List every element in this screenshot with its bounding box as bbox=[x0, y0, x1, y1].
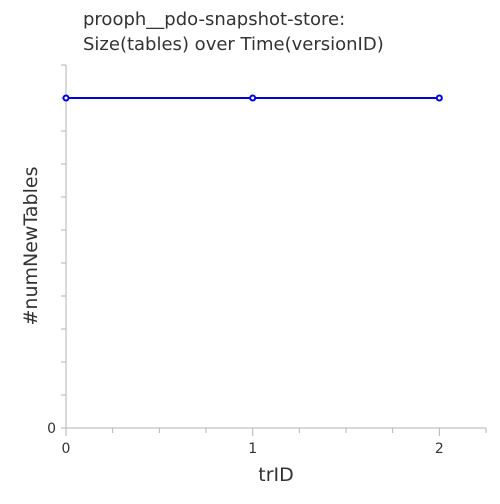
x-tick-label: 0 bbox=[62, 441, 71, 457]
data-point bbox=[435, 94, 443, 102]
x-axis-label: trID bbox=[258, 464, 294, 486]
y-axis-label: #numNewTables bbox=[20, 167, 42, 326]
y-tick-labels: 0 bbox=[47, 421, 56, 437]
x-tick-labels: 0 1 2 bbox=[62, 441, 444, 457]
minor-ticks bbox=[61, 64, 487, 436]
chart-title-line-1: prooph__pdo-snapshot-store: bbox=[83, 9, 345, 30]
data-point bbox=[249, 94, 257, 102]
series-layer bbox=[62, 94, 443, 102]
x-tick-label: 2 bbox=[435, 441, 444, 457]
chart-title-line-2: Size(tables) over Time(versionID) bbox=[83, 34, 384, 55]
x-tick-label: 1 bbox=[248, 441, 257, 457]
y-tick-label: 0 bbox=[47, 421, 56, 437]
data-point bbox=[62, 94, 70, 102]
